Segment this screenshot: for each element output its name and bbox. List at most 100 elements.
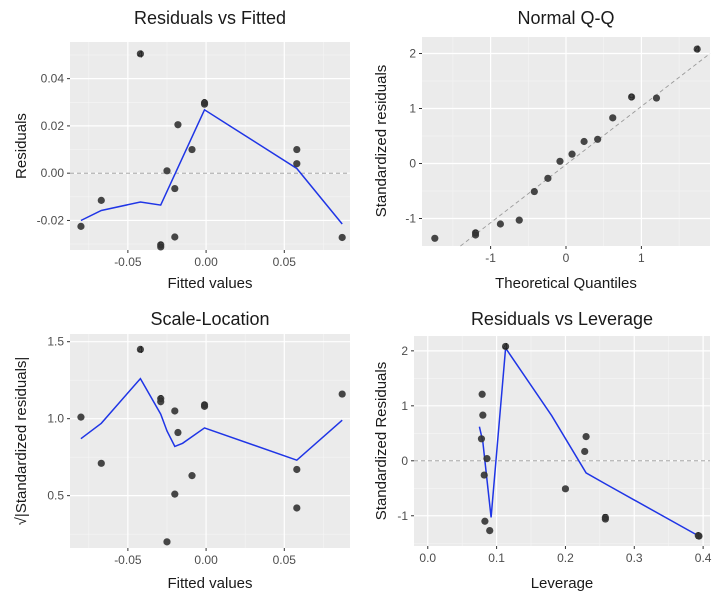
plot-background [414,336,710,546]
data-point [478,390,486,398]
observation-label: 4 [694,45,700,56]
x-tick-label: 0.3 [626,551,643,565]
x-tick-label: 0.0 [419,551,436,565]
data-point [293,145,301,154]
data-point [174,428,182,437]
data-point [338,390,346,398]
data-point [163,538,171,546]
data-point [486,527,494,535]
data-point [77,222,85,230]
y-tick-label: 0.02 [41,119,65,133]
data-point [136,345,144,353]
x-tick-label: 0.4 [695,551,712,565]
panel-residuals-vs-leverage: 0.00.10.20.30.4-1012451Residuals vs Leve… [373,309,712,592]
x-axis-label: Fitted values [167,275,252,292]
plot-title: Scale-Location [150,309,269,329]
data-point [480,471,488,479]
data-point [163,167,171,175]
x-tick-label: 1 [638,251,645,265]
panel-scale-location: -0.050.000.050.51.01.5469Scale-LocationF… [13,309,350,592]
data-point [97,459,105,467]
plot-title: Normal Q-Q [517,8,614,28]
data-point [556,157,564,165]
data-point [544,174,552,182]
data-point [652,94,661,102]
x-tick-label: 0.05 [273,255,297,269]
x-axis-label: Fitted values [167,575,252,592]
data-point [293,504,301,512]
data-point [568,150,576,158]
data-point [580,137,588,146]
data-point [431,234,439,242]
y-tick-label: -1 [405,212,416,226]
x-tick-label: -1 [485,251,496,265]
observation-label: 4 [138,345,144,356]
data-point [188,472,196,480]
y-tick-label: 1.0 [47,412,64,426]
data-point [530,187,538,196]
data-point [481,517,489,525]
data-point [477,435,486,443]
data-point [471,231,480,239]
plot-title: Residuals vs Leverage [471,309,653,329]
data-point [581,447,589,456]
y-tick-label: 1.5 [47,335,64,349]
data-point [609,114,617,122]
y-tick-label: 0.5 [47,489,64,503]
y-tick-label: -0.02 [37,213,65,227]
smooth-line [80,377,343,462]
y-tick-label: 0 [401,454,408,468]
data-point [293,465,301,474]
data-point [171,490,179,498]
data-point [515,216,523,224]
data-point [136,50,144,58]
y-tick-label: 1 [401,399,408,413]
y-tick-label: 2 [401,344,408,358]
plot-background [70,42,350,250]
data-point [200,402,209,410]
smooth-line [80,108,343,225]
data-point [693,45,701,53]
y-axis-label: √|Standardized residuals| [13,357,30,526]
data-point [171,233,179,241]
data-point [338,233,346,242]
x-tick-label: -0.05 [114,553,142,567]
plot-title: Residuals vs Fitted [134,8,286,28]
data-point [293,160,301,168]
data-point [188,145,196,154]
x-axis-label: Leverage [531,575,594,592]
data-point [174,121,182,129]
data-point [157,398,165,406]
data-point [582,433,590,441]
x-axis-label: Theoretical Quantiles [495,275,637,292]
x-tick-label: 0.1 [488,551,505,565]
data-point [496,220,505,228]
y-axis-label: Standardized Residuals [373,362,390,520]
y-tick-label: 0.04 [41,72,65,86]
y-tick-label: 0 [409,157,416,171]
data-point [77,413,85,421]
data-point [97,196,105,204]
x-tick-label: 0.00 [194,553,218,567]
x-tick-label: 0 [563,251,570,265]
y-axis-label: Standardized residuals [373,65,390,218]
y-tick-label: -1 [397,509,408,523]
x-tick-label: 0.00 [194,255,218,269]
y-tick-label: 0.00 [41,166,65,180]
plot-background [70,334,350,548]
x-tick-label: 0.05 [273,553,297,567]
data-point [200,100,209,108]
observation-label: 9 [629,92,635,103]
y-axis-label: Residuals [13,113,30,179]
reference-line [460,53,711,247]
data-point [627,93,636,101]
data-point [479,411,487,419]
y-tick-label: 1 [409,102,416,116]
data-point [561,485,570,493]
data-point [157,243,165,251]
data-point [171,184,179,193]
x-tick-label: 0.2 [557,551,574,565]
observation-label: 4 [138,49,144,60]
